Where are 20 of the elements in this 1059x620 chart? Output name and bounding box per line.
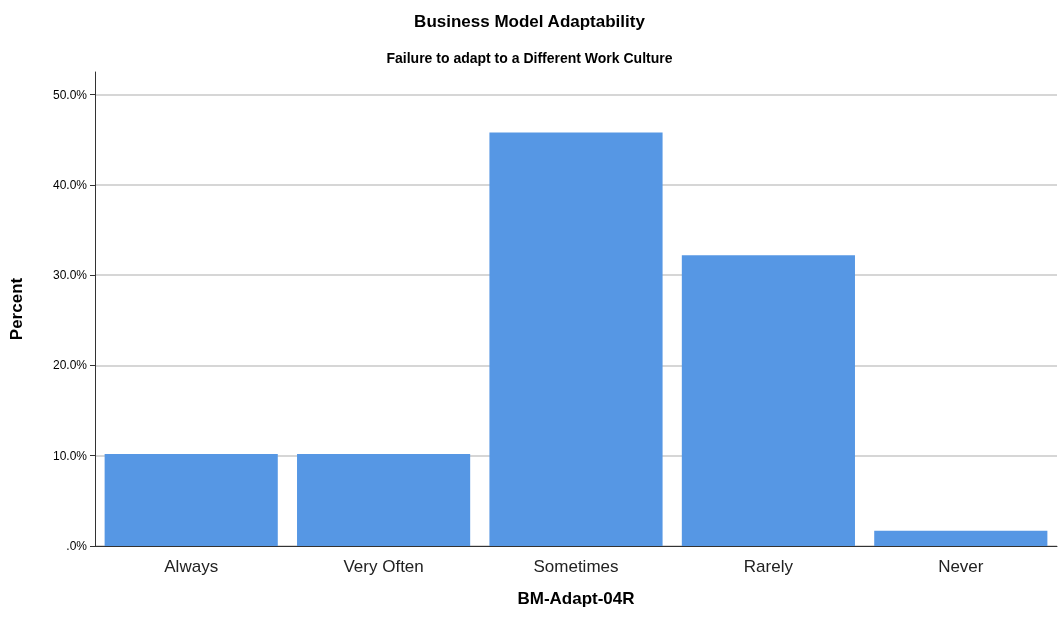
y-tick-label: .0% (66, 539, 88, 553)
y-axis-title: Percent (7, 277, 26, 341)
bar (681, 255, 855, 546)
x-tick-label: Rarely (743, 557, 794, 576)
bar (489, 132, 663, 546)
x-tick-label: Sometimes (533, 557, 619, 576)
chart-title: Business Model Adaptability (414, 12, 646, 31)
bar (874, 530, 1048, 546)
chart-subtitle: Failure to adapt to a Different Work Culture (386, 50, 673, 66)
y-tick-label: 20.0% (52, 358, 88, 373)
x-tick-label: Never (938, 557, 984, 576)
y-tick-label: 50.0% (52, 87, 88, 102)
x-tick-label: Always (164, 557, 219, 576)
x-tick-label: Very Often (343, 557, 424, 576)
y-tick-label: 10.0% (52, 448, 88, 463)
y-tick-label: 30.0% (52, 268, 88, 283)
bar (297, 453, 471, 546)
y-tick-label: 40.0% (52, 177, 88, 192)
bar (104, 453, 278, 546)
x-axis-title: BM-Adapt-04R (517, 589, 635, 608)
